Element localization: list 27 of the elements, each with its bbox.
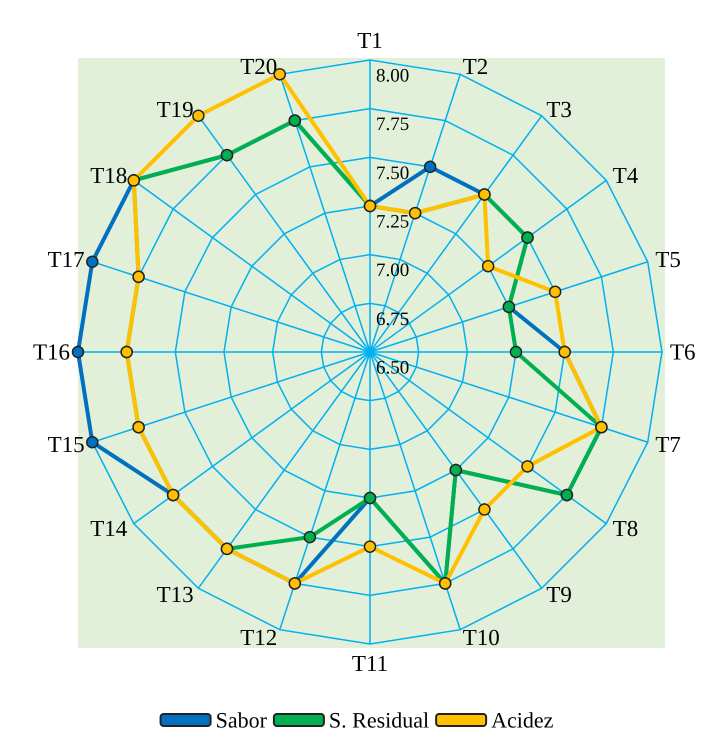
spoke-label: T20 — [240, 54, 278, 80]
spoke-label: T13 — [156, 582, 194, 608]
legend-label: S. Residual — [328, 708, 430, 732]
spoke-label: T12 — [240, 624, 278, 650]
legend-label: Acidez — [491, 708, 554, 732]
spoke-label: T16 — [32, 340, 70, 364]
spoke-label: T4 — [612, 163, 639, 188]
spoke-label: T2 — [462, 54, 488, 80]
y-tick-label: 7.75 — [376, 114, 410, 136]
legend-label: Sabor — [216, 708, 268, 732]
spoke-label: T5 — [655, 246, 681, 272]
spoke-label: T10 — [462, 624, 500, 650]
spoke-label: T11 — [352, 651, 388, 676]
spoke-label: T1 — [357, 28, 383, 53]
spoke-label: T14 — [90, 516, 128, 541]
y-tick-label: 8.00 — [376, 66, 410, 86]
spoke-label: T6 — [670, 340, 696, 364]
spoke-label: T19 — [156, 96, 194, 122]
spoke-label: T7 — [655, 432, 681, 458]
spoke-label: T8 — [612, 516, 638, 541]
spoke-label: T3 — [546, 96, 572, 122]
y-tick-label: 7.50 — [376, 162, 410, 184]
y-tick-label: 7.25 — [376, 212, 410, 232]
spoke-label: T17 — [48, 246, 85, 272]
spoke-label: T9 — [546, 582, 572, 608]
spoke-label: T18 — [90, 163, 128, 188]
spoke-label: T15 — [48, 432, 85, 458]
